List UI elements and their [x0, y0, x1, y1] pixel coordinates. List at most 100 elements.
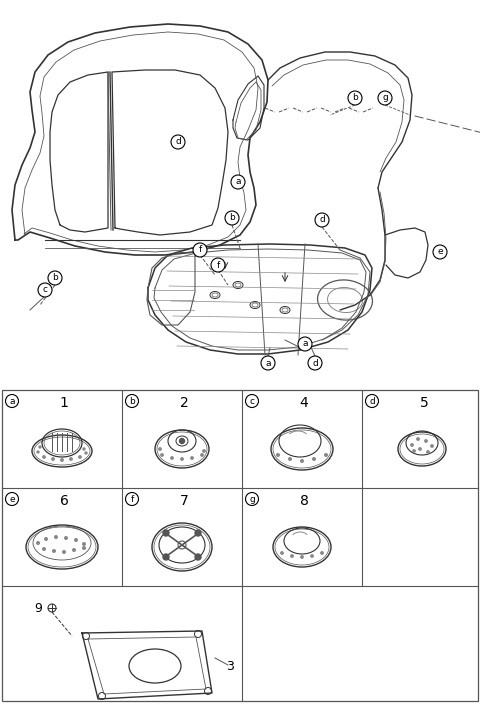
Circle shape	[298, 337, 312, 351]
Circle shape	[63, 551, 65, 553]
Text: 7: 7	[180, 494, 188, 508]
Text: f: f	[198, 245, 202, 255]
Circle shape	[83, 547, 85, 549]
Text: a: a	[235, 177, 241, 187]
Circle shape	[65, 537, 67, 539]
Circle shape	[181, 458, 183, 460]
Circle shape	[365, 395, 379, 408]
Circle shape	[245, 395, 259, 408]
Circle shape	[161, 454, 163, 456]
Text: a: a	[302, 340, 308, 348]
Circle shape	[163, 530, 169, 536]
Circle shape	[413, 450, 415, 452]
Circle shape	[39, 446, 41, 448]
Circle shape	[61, 459, 63, 461]
Text: d: d	[319, 215, 325, 225]
Text: 6: 6	[60, 494, 69, 508]
Circle shape	[288, 458, 291, 460]
Circle shape	[79, 455, 81, 458]
Circle shape	[291, 555, 293, 557]
Circle shape	[245, 493, 259, 506]
Text: 5: 5	[420, 396, 428, 410]
Text: b: b	[229, 214, 235, 222]
Circle shape	[55, 536, 57, 538]
Text: f: f	[131, 495, 133, 503]
Circle shape	[75, 538, 77, 541]
Circle shape	[83, 448, 85, 450]
Circle shape	[70, 458, 72, 460]
Text: b: b	[52, 274, 58, 282]
Circle shape	[411, 444, 413, 446]
Circle shape	[225, 211, 239, 225]
Text: b: b	[129, 397, 135, 405]
Circle shape	[5, 493, 19, 506]
Circle shape	[308, 356, 322, 370]
Circle shape	[195, 554, 201, 560]
Circle shape	[171, 135, 185, 149]
Circle shape	[348, 91, 362, 105]
Circle shape	[261, 356, 275, 370]
Circle shape	[203, 450, 205, 452]
Text: g: g	[382, 94, 388, 102]
Circle shape	[419, 448, 421, 450]
Text: 1: 1	[60, 396, 69, 410]
Circle shape	[211, 258, 225, 272]
Text: g: g	[249, 495, 255, 503]
Circle shape	[5, 395, 19, 408]
Circle shape	[276, 454, 279, 456]
Circle shape	[180, 438, 184, 443]
Circle shape	[43, 455, 45, 458]
Circle shape	[163, 554, 169, 560]
Circle shape	[425, 440, 427, 442]
Circle shape	[312, 458, 315, 460]
Circle shape	[417, 438, 419, 440]
Text: 4: 4	[300, 396, 308, 410]
Text: e: e	[9, 495, 15, 503]
Circle shape	[433, 245, 447, 259]
Circle shape	[53, 550, 55, 552]
Text: a: a	[265, 358, 271, 368]
Text: 3: 3	[226, 659, 234, 673]
Circle shape	[378, 91, 392, 105]
Circle shape	[191, 457, 193, 459]
Text: 9: 9	[34, 601, 42, 614]
Text: 2: 2	[180, 396, 188, 410]
Circle shape	[38, 283, 52, 297]
Text: d: d	[312, 358, 318, 368]
Text: c: c	[43, 285, 48, 295]
Circle shape	[37, 451, 39, 453]
Circle shape	[171, 457, 173, 459]
Circle shape	[36, 542, 39, 544]
Circle shape	[159, 448, 161, 450]
Circle shape	[201, 454, 203, 456]
Circle shape	[85, 452, 87, 454]
Circle shape	[43, 548, 45, 551]
Circle shape	[427, 450, 429, 453]
Circle shape	[431, 445, 433, 447]
Circle shape	[195, 530, 201, 536]
Text: f: f	[216, 260, 220, 270]
Circle shape	[125, 493, 139, 506]
Text: b: b	[352, 94, 358, 102]
Circle shape	[72, 548, 75, 551]
Text: d: d	[369, 397, 375, 405]
Text: d: d	[175, 137, 181, 147]
Circle shape	[45, 538, 48, 541]
Circle shape	[324, 454, 327, 456]
Circle shape	[231, 175, 245, 189]
Circle shape	[300, 460, 303, 463]
Circle shape	[52, 458, 54, 460]
Text: a: a	[9, 397, 15, 405]
Circle shape	[281, 552, 283, 554]
Bar	[2, 390, 478, 701]
Text: e: e	[437, 247, 443, 257]
Text: 8: 8	[300, 494, 309, 508]
Circle shape	[48, 271, 62, 285]
Circle shape	[83, 543, 85, 546]
Circle shape	[315, 213, 329, 227]
Circle shape	[311, 555, 313, 557]
Circle shape	[301, 556, 303, 558]
Circle shape	[125, 395, 139, 408]
Circle shape	[321, 552, 323, 554]
Text: c: c	[250, 397, 254, 405]
